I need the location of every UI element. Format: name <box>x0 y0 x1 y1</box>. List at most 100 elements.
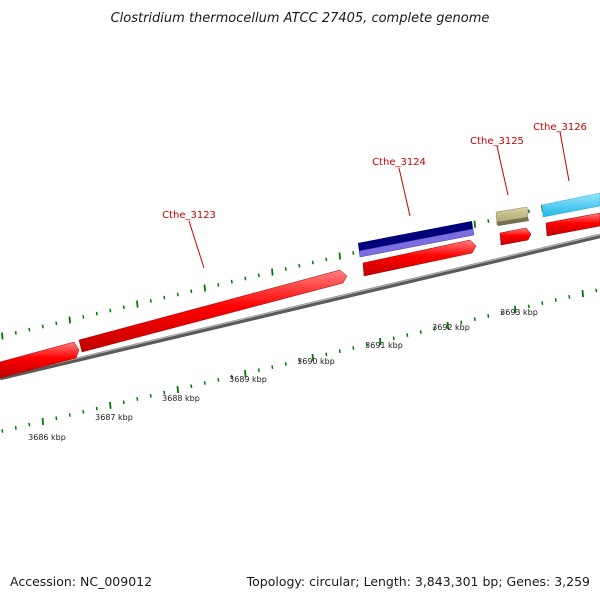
scale-tick <box>203 284 206 292</box>
scale-tick <box>460 320 463 325</box>
scale-tick <box>500 310 503 315</box>
scale-tick <box>568 294 571 299</box>
scale-tick <box>149 298 152 303</box>
scale-tick <box>527 209 530 214</box>
scale-tick <box>1 332 4 340</box>
gene-arrow-cthe-3124[interactable] <box>362 239 477 277</box>
scale-tick <box>338 349 341 354</box>
scale-tick <box>149 393 152 398</box>
gene-label[interactable]: Cthe_3123 <box>162 210 216 221</box>
genome-info-text: Topology: circular; Length: 3,843,301 bp… <box>246 574 590 589</box>
feature-cyan[interactable] <box>541 192 600 218</box>
scale-label: 3689 kbp <box>229 375 267 384</box>
scale-tick <box>55 321 58 326</box>
scale-tick <box>109 308 112 313</box>
scale-tick <box>581 290 584 298</box>
scale-tick <box>284 362 287 366</box>
scale-tick <box>163 295 166 300</box>
scale-tick <box>487 219 490 223</box>
scale-tick <box>419 330 422 334</box>
accession-text: Accession: NC_009012 <box>10 574 152 589</box>
scale-label: 3691 kbp <box>365 341 403 350</box>
genome-backbone <box>0 233 600 381</box>
lower-tick-row <box>1 288 598 433</box>
scale-labels: 3686 kbp 3687 kbp 3688 kbp 3689 kbp 3690… <box>28 308 538 442</box>
scale-tick <box>595 288 598 293</box>
scale-tick <box>433 326 436 331</box>
scale-tick <box>176 292 179 297</box>
scale-tick <box>487 314 490 318</box>
scale-tick <box>203 381 206 385</box>
gene-label[interactable]: Cthe_3126 <box>533 122 587 133</box>
scale-tick <box>325 257 328 262</box>
scale-tick <box>14 425 17 430</box>
scale-tick <box>109 401 112 409</box>
scale-tick <box>514 306 517 314</box>
gene-arrow-cthe-3125[interactable] <box>499 227 532 246</box>
scale-label: 3688 kbp <box>162 394 200 403</box>
scale-label: 3687 kbp <box>95 413 133 422</box>
scale-tick <box>244 276 247 281</box>
scale-tick <box>352 251 355 255</box>
scale-tick <box>244 369 247 378</box>
scale-tick <box>136 397 139 401</box>
scale-tick <box>284 267 287 271</box>
map-title: Clostridium thermocellum ATCC 27405, com… <box>111 11 490 26</box>
scale-tick <box>163 390 166 395</box>
scale-tick <box>41 417 44 425</box>
scale-tick <box>298 358 301 363</box>
scale-tick <box>379 337 382 346</box>
scale-label: 3686 kbp <box>28 433 66 442</box>
scale-tick <box>230 279 233 284</box>
scale-tick <box>311 260 314 265</box>
scale-tick <box>14 330 17 335</box>
scale-tick <box>41 324 44 329</box>
gene-arrow-cthe-3126[interactable] <box>545 212 600 237</box>
scale-tick <box>122 305 125 310</box>
gene-labels: Cthe_3123 Cthe_3124 Cthe_3125 Cthe_3126 <box>162 122 587 221</box>
scale-tick <box>217 377 220 382</box>
scale-tick <box>311 353 314 362</box>
gene-label[interactable]: Cthe_3125 <box>470 136 524 147</box>
scale-tick <box>28 327 31 332</box>
scale-tick <box>122 400 125 405</box>
scale-tick <box>82 314 85 319</box>
scale-tick <box>257 368 260 373</box>
scale-tick <box>406 333 409 338</box>
scale-tick <box>554 298 557 302</box>
scale-tick <box>271 268 274 276</box>
scale-tick <box>1 429 4 433</box>
feature-track <box>358 192 600 258</box>
feature-blue[interactable] <box>358 228 475 258</box>
scale-tick <box>217 282 220 287</box>
scale-tick <box>298 263 301 268</box>
scale-tick <box>527 304 530 309</box>
scale-tick <box>68 413 71 417</box>
scale-tick <box>446 322 449 330</box>
scale-tick <box>55 416 58 421</box>
scale-label: 3690 kbp <box>297 357 335 366</box>
scale-tick <box>28 422 31 427</box>
scale-tick <box>230 374 233 379</box>
scale-label: 3692 kbp <box>432 323 470 332</box>
feature-navy[interactable] <box>358 221 473 251</box>
scale-label: 3693 kbp <box>500 308 538 317</box>
gene-arrow-cthe-3123[interactable] <box>78 269 348 353</box>
scale-tick <box>473 317 476 322</box>
scale-tick <box>541 301 544 306</box>
scale-tick <box>68 316 71 324</box>
scale-tick <box>325 352 328 357</box>
scale-tick <box>365 342 368 347</box>
gene-label[interactable]: Cthe_3124 <box>372 157 426 168</box>
scale-tick <box>82 409 85 414</box>
scale-tick <box>338 252 341 260</box>
scale-tick <box>190 384 193 389</box>
scale-tick <box>95 311 98 316</box>
scale-tick <box>176 385 179 394</box>
scale-tick <box>257 273 260 278</box>
scale-tick <box>352 346 355 350</box>
feature-khaki-base <box>497 217 529 226</box>
gene-arrow[interactable] <box>0 341 80 379</box>
scale-tick <box>473 220 476 228</box>
